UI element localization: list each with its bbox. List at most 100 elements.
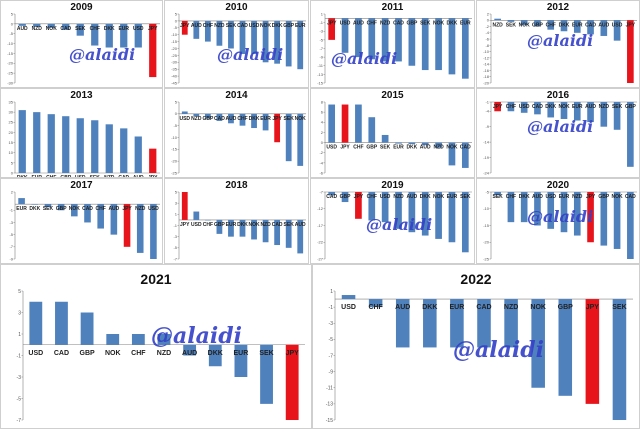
bar-nok: [297, 113, 304, 166]
y-tick-label: 2: [487, 11, 490, 16]
y-tick-label: -6: [319, 170, 323, 175]
bar-aud: [134, 136, 142, 173]
category-label: NOK: [69, 206, 81, 212]
y-tick-label: -10: [171, 32, 178, 37]
y-tick-label: -15: [483, 223, 490, 228]
chart-title: 2014: [225, 90, 248, 101]
bar-usd: [613, 20, 621, 41]
bar-gbp: [80, 312, 94, 345]
bar-gbp: [216, 219, 223, 234]
bar-usd: [341, 295, 356, 300]
bar-sek: [228, 20, 234, 49]
y-tick-label: -1: [485, 99, 489, 104]
y-tick-label: 1: [18, 332, 21, 338]
bar-usd: [193, 211, 200, 220]
y-tick-label: 5: [175, 11, 178, 16]
y-tick-label: -5: [329, 337, 334, 343]
chart-title: 2015: [381, 90, 404, 101]
category-label: CAD: [476, 304, 491, 311]
bar-usd: [341, 18, 349, 53]
category-label: SEK: [226, 23, 237, 29]
category-label: DKK: [17, 175, 28, 178]
chart-panel-2015: 2015 8 6 4 2 0 -2 -4 -6 USD JPY CHF GBP SEK EUR DKK AUD N…: [310, 88, 475, 178]
bar-gbp: [408, 18, 416, 66]
y-tick-label: 20: [9, 130, 14, 135]
bar-dkk: [547, 102, 555, 118]
bar-dkk: [208, 344, 222, 367]
bar-chart-svg: 5 0 -5 -10 -15 -20 -25 -30 -35 -40-45 JPY AUD CHF NZD…: [171, 11, 306, 85]
bar-nok: [106, 334, 120, 345]
y-tick-label: -20: [171, 159, 178, 164]
y-tick-label: -17: [317, 223, 324, 228]
y-tick-label: -27: [317, 256, 324, 261]
bar-dkk: [274, 20, 281, 64]
bar-chart-svg: -1 -4 -9 -14 -19 -24 JPY CHF USD CAD DKK NOK EUR AUD N…: [483, 99, 637, 175]
bar-cad: [216, 113, 223, 121]
bar-aud: [534, 192, 541, 226]
bar-chart-svg: 8 6 4 2 0 -2 -4 -6 USD JPY CHF GBP SEK EUR DKK AUD NZD NO…: [319, 99, 472, 175]
category-label: JPY: [586, 194, 596, 200]
y-tick-label: -20: [171, 46, 178, 51]
category-label: CAD: [625, 194, 636, 200]
bar-nzd: [157, 334, 171, 345]
y-tick-label: -25: [171, 170, 178, 175]
y-tick-label: 1: [321, 11, 324, 16]
y-tick-label: -7: [319, 46, 323, 51]
y-tick-label: -35: [171, 67, 178, 72]
category-label: NZD: [191, 116, 202, 122]
y-tick-label: 5: [18, 289, 21, 295]
category-label: DKK: [104, 26, 115, 32]
chart-panel-2014: 2014 5 0 -5 -10 -15 -20 -25 USD NZD GBP CAD AUD CHF DK…: [164, 88, 309, 178]
y-tick-label: -11: [318, 63, 324, 68]
category-label: NOK: [530, 304, 546, 311]
chart-title: 2013: [70, 90, 93, 101]
category-label: CHF: [368, 304, 383, 311]
y-tick-label: 25: [9, 120, 14, 125]
y-tick-label: -5: [485, 189, 489, 194]
category-label: AUD: [598, 22, 609, 28]
category-label: DKK: [272, 23, 283, 29]
bar-sek: [285, 113, 292, 162]
category-label: JPY: [493, 104, 503, 110]
category-label: NOK: [558, 104, 570, 110]
chart-panel-2013: 2013 35 30 25 20 15 10 5 0 DKK EUR CHF GBP USD SEK NZD C…: [0, 88, 163, 178]
bar-chart-svg: 1 -1 -3 -5 -7 -9 -11 -13 -15 JPY USD AUD CHF NZD CAD GB…: [317, 11, 472, 85]
category-label: EUR: [31, 175, 42, 178]
category-label: CHF: [203, 23, 213, 29]
bar-nzd: [381, 18, 389, 62]
category-label: CAD: [532, 104, 543, 110]
category-label: JPY: [340, 145, 350, 151]
bar-eur: [297, 20, 304, 70]
category-label: AUD: [420, 145, 431, 151]
y-tick-label: -13: [317, 72, 324, 77]
category-label: AUD: [395, 304, 410, 311]
category-label: EUR: [450, 304, 465, 311]
bar-chf: [204, 219, 211, 221]
category-label: USD: [179, 116, 190, 122]
category-label: SEK: [75, 26, 86, 32]
bar-aud: [408, 192, 416, 233]
y-tick-label: -22: [317, 240, 324, 245]
chart-title: 2016: [546, 90, 570, 101]
bar-aud: [600, 20, 608, 36]
y-tick-label: -11: [326, 386, 333, 392]
y-tick-label: 0: [175, 111, 178, 116]
bar-chf: [507, 192, 515, 223]
bar-chf: [131, 334, 145, 345]
bar-nzd: [136, 204, 144, 253]
bar-sek: [76, 23, 84, 36]
y-tick-label: 0: [487, 18, 490, 23]
y-tick-label: 15: [9, 140, 14, 145]
y-tick-label: -1: [17, 353, 22, 359]
bar-chf: [507, 102, 515, 112]
category-label: DKK: [447, 20, 458, 26]
bar-eur: [560, 192, 568, 233]
category-label: JPY: [354, 194, 364, 200]
chart-title: 2011: [381, 2, 404, 13]
bar-sek: [260, 344, 273, 404]
chart-title: 2010: [225, 2, 248, 13]
bar-usd: [251, 20, 257, 55]
bar-cad: [395, 18, 402, 62]
category-label: EUR: [234, 350, 249, 357]
y-tick-label: -30: [7, 80, 14, 85]
